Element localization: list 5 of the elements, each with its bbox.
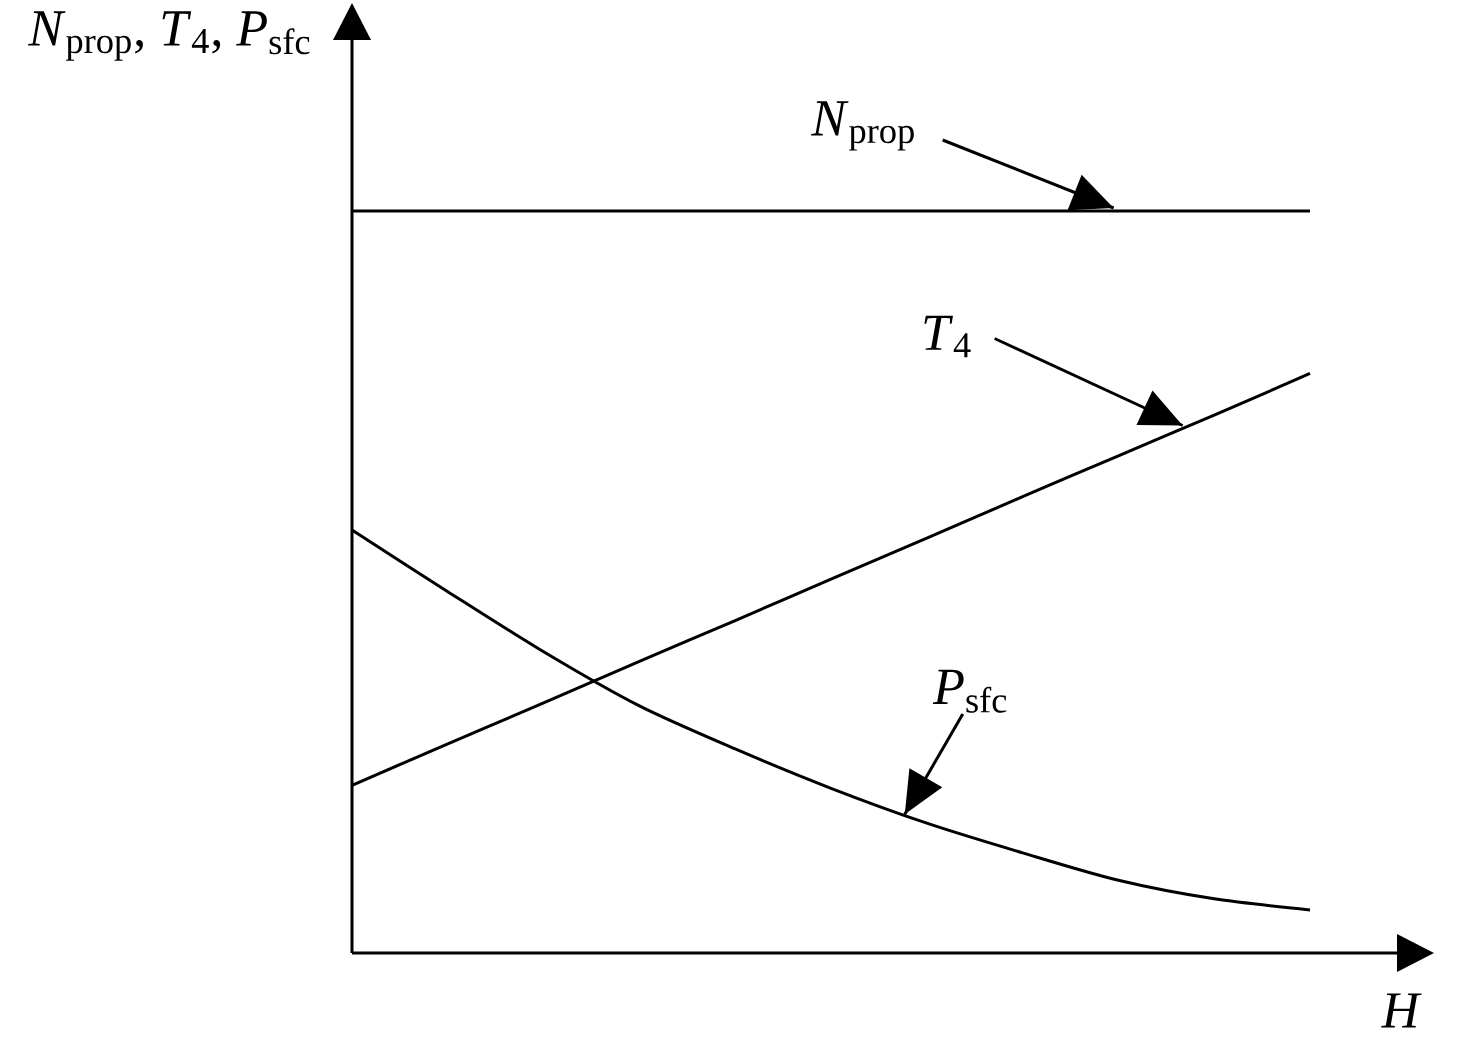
x-axis-title: H (1381, 993, 1422, 1028)
text: T$_{4}$ (924, 315, 971, 358)
series-label: N$_{prop}$ (811, 101, 914, 151)
text: P$_{sfc}$ (932, 669, 1007, 713)
y-axis-title: N$_{prop}$, T$_{4}$, P$_{sfc}$ (28, 11, 310, 61)
